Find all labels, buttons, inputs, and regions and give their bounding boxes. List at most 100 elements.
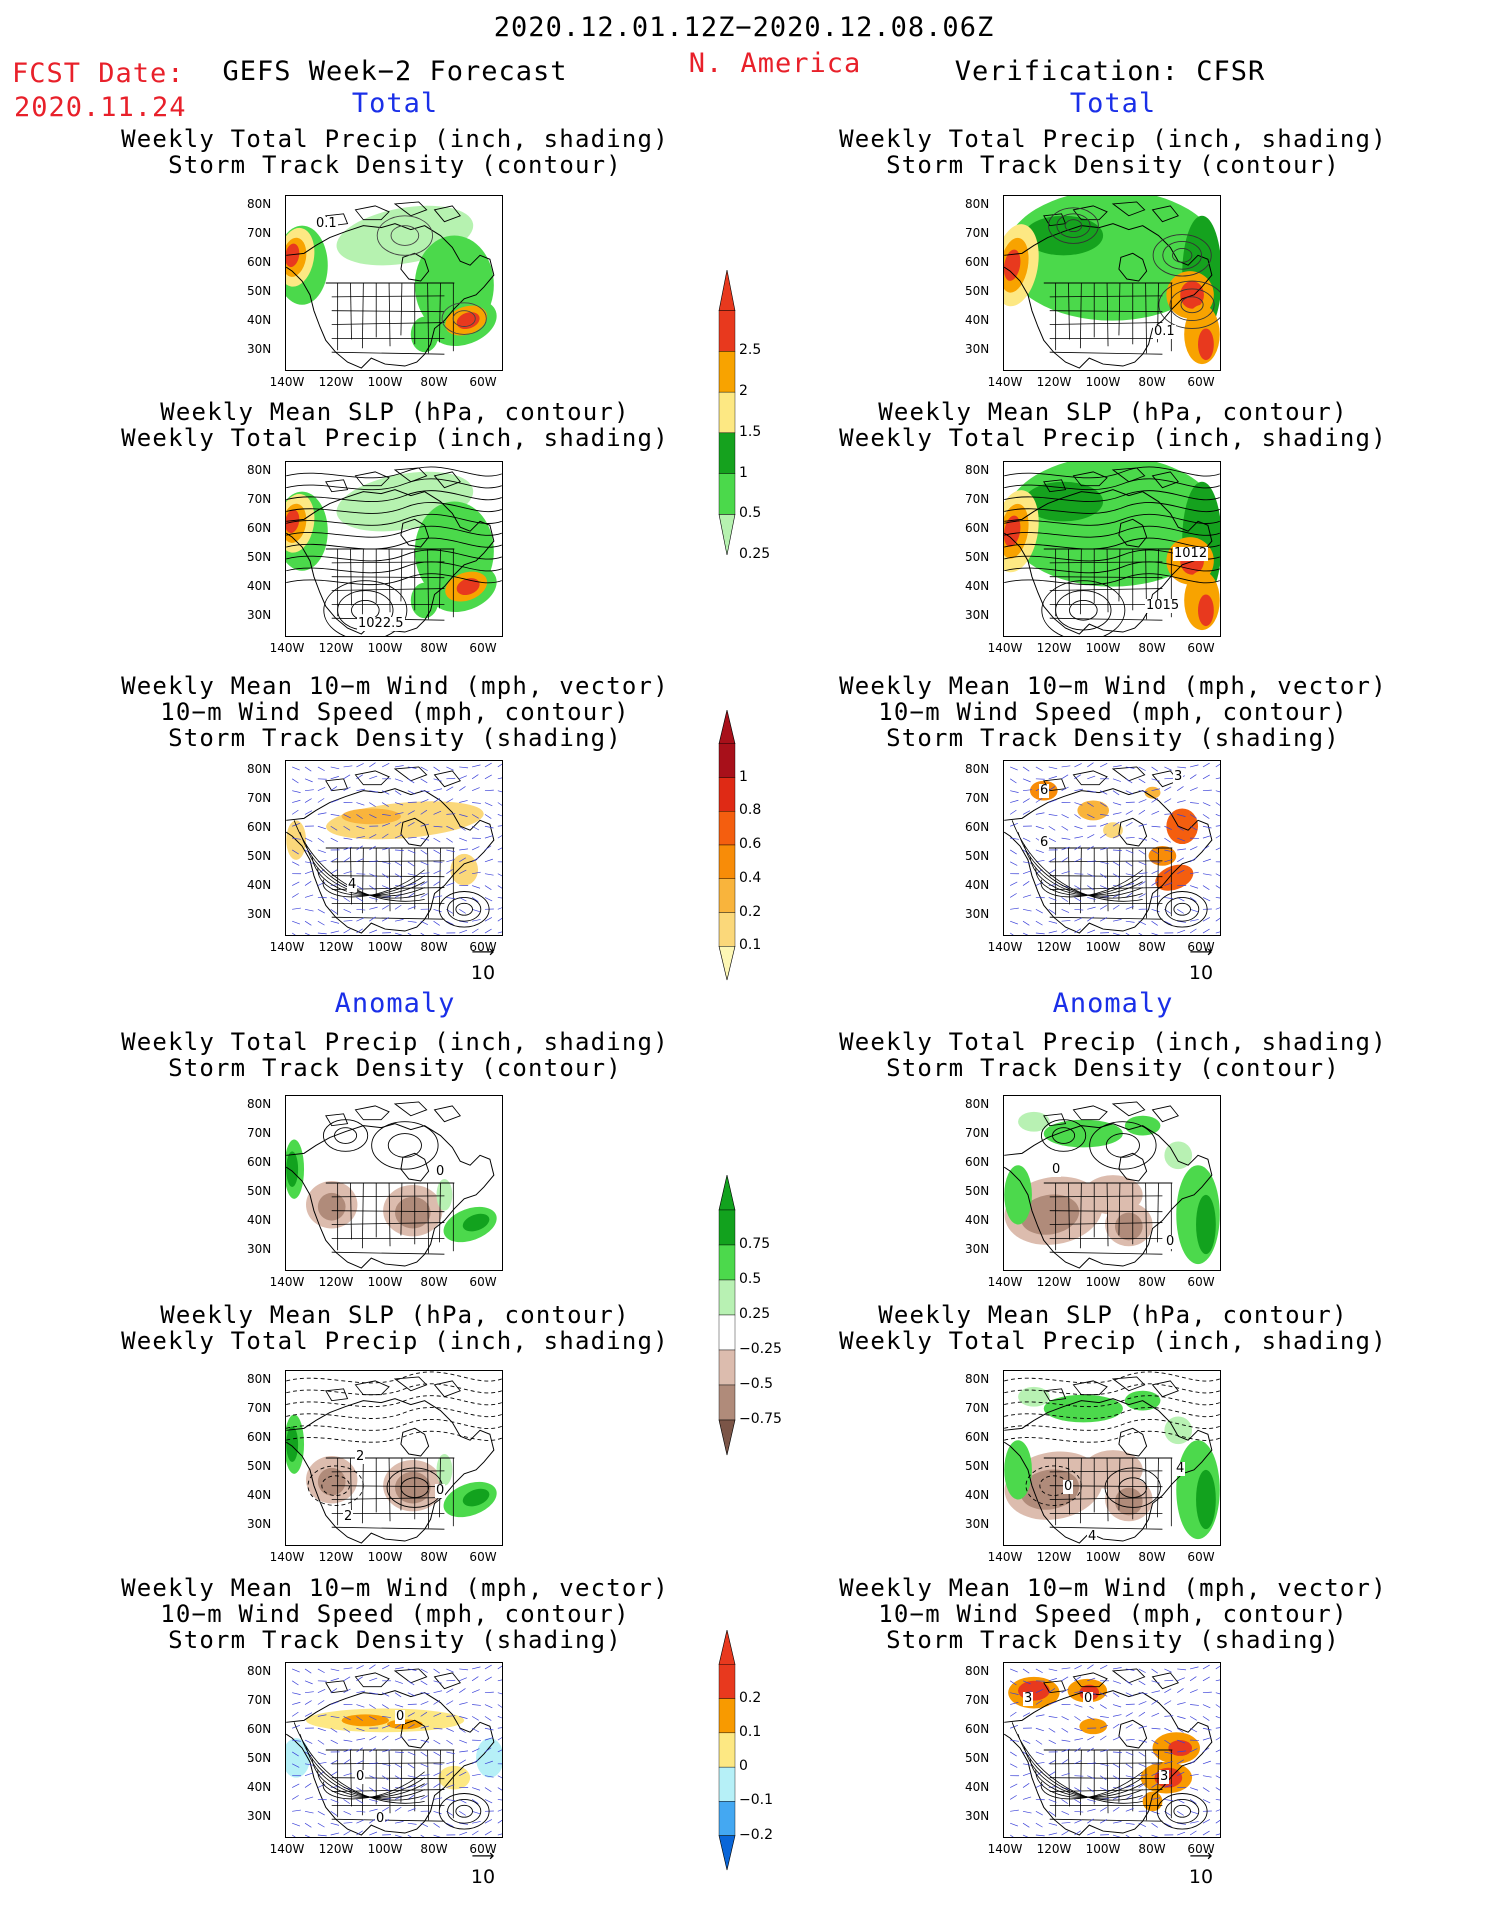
f-precip-lat-label: 70N: [247, 226, 272, 240]
colorbar-track_anom-label: 0.2: [739, 1689, 762, 1706]
fa-slp-lon-label: 140W: [269, 1550, 305, 1564]
f-precip-lon-label: 140W: [269, 375, 305, 389]
fa-slp-lat-label: 80N: [247, 1372, 272, 1386]
va-wind-contour-label: 3: [1159, 1769, 1170, 1784]
f-slp-title-line-1: Weekly Mean SLP (hPa, contour): [160, 398, 630, 426]
f-wind-title-line-3: Storm Track Density (shading): [168, 724, 622, 752]
v-wind-lon-label: 140W: [987, 940, 1023, 954]
va-wind-title-line-1: Weekly Mean 10−m Wind (mph, vector): [839, 1574, 1387, 1602]
v-precip-map: [1003, 195, 1221, 371]
va-wind-vector-ref: 10: [1188, 1866, 1214, 1888]
v-precip-lon-label: 80W: [1138, 375, 1166, 389]
left-anomaly-label: Anomaly: [334, 988, 456, 1019]
fa-wind-lat-label: 30N: [247, 1809, 272, 1823]
colorbar-track-label: 0.2: [739, 903, 762, 920]
f-slp-lat-label: 30N: [247, 608, 272, 622]
colorbar-track-label: 1: [739, 768, 748, 785]
fa-slp-map: [285, 1370, 503, 1546]
colorbar-precip_anom-label: 0.25: [739, 1306, 771, 1322]
v-precip-lat-label: 70N: [965, 226, 990, 240]
colorbar-track_anom-top-arrow: [718, 1630, 736, 1665]
fa-precip-lat-label: 40N: [247, 1213, 272, 1227]
v-wind-lon-label: 80W: [1138, 940, 1166, 954]
f-slp-lon-label: 100W: [367, 641, 403, 655]
v-wind-title-line-3: Storm Track Density (shading): [886, 724, 1340, 752]
va-wind-title-line-3: Storm Track Density (shading): [886, 1626, 1340, 1654]
va-precip-contour-label: 0: [1051, 1162, 1062, 1177]
colorbar-precip_anom-top-arrow: [718, 1175, 736, 1211]
fa-precip-lat-label: 60N: [247, 1155, 272, 1169]
v-wind-lat-label: 50N: [965, 849, 990, 863]
va-precip-title-line-2: Storm Track Density (contour): [886, 1054, 1340, 1082]
fa-wind-lat-label: 80N: [247, 1664, 272, 1678]
right-total-label: Total: [1069, 88, 1157, 119]
f-precip-map: [285, 195, 503, 371]
f-slp-map: [285, 461, 503, 637]
v-wind-lat-label: 60N: [965, 820, 990, 834]
va-wind-lon-label: 60W: [1187, 1842, 1215, 1856]
f-wind-contour-label: 4: [347, 877, 358, 892]
fa-wind-title-line-2: 10−m Wind Speed (mph, contour): [160, 1600, 630, 1628]
va-wind-vector-arrow-icon: ⟶: [1189, 1846, 1213, 1865]
v-precip-lat-label: 80N: [965, 197, 990, 211]
colorbar-precip-label: 0.25: [739, 546, 771, 562]
fa-precip-lon-label: 80W: [420, 1275, 448, 1289]
colorbar-precip_anom-label: 0.5: [739, 1271, 762, 1287]
fa-slp-contour-label: 2: [355, 1449, 366, 1464]
colorbar-precip-top-arrow: [718, 270, 736, 312]
fa-slp-lat-label: 50N: [247, 1459, 272, 1473]
f-precip-lat-label: 40N: [247, 313, 272, 327]
fa-wind-vector-arrow-icon: ⟶: [471, 1846, 495, 1865]
v-wind-lon-label: 60W: [1187, 940, 1215, 954]
v-wind-lon-label: 100W: [1085, 940, 1121, 954]
f-wind-lat-label: 70N: [247, 791, 272, 805]
v-precip-contour-label: 0.1: [1153, 324, 1176, 339]
v-precip-lat-label: 30N: [965, 342, 990, 356]
f-precip-lat-label: 50N: [247, 284, 272, 298]
region-title: N. America: [688, 48, 862, 79]
fcst-date-value: 2020.11.24: [14, 92, 187, 123]
f-slp-lat-label: 60N: [247, 521, 272, 535]
va-slp-lat-label: 50N: [965, 1459, 990, 1473]
f-precip-lon-label: 120W: [318, 375, 354, 389]
fa-precip-title-line-1: Weekly Total Precip (inch, shading): [121, 1028, 669, 1056]
va-wind-lon-label: 80W: [1138, 1842, 1166, 1856]
f-wind-lat-label: 30N: [247, 907, 272, 921]
fa-wind-map: [285, 1662, 503, 1838]
v-slp-title-line-2: Weekly Total Precip (inch, shading): [839, 424, 1387, 452]
va-wind-title-line-2: 10−m Wind Speed (mph, contour): [878, 1600, 1348, 1628]
colorbar-track_anom-label: 0: [739, 1758, 748, 1775]
colorbar-track_anom-label: −0.2: [739, 1826, 773, 1843]
v-slp-lon-label: 80W: [1138, 641, 1166, 655]
f-precip-title-line-1: Weekly Total Precip (inch, shading): [121, 125, 669, 153]
va-wind-lon-label: 120W: [1036, 1842, 1072, 1856]
forecast-title: GEFS Week−2 Forecast: [222, 56, 568, 87]
fa-precip-lat-label: 30N: [247, 1242, 272, 1256]
colorbar-track-label: 0.4: [739, 869, 762, 886]
fa-precip-lon-label: 100W: [367, 1275, 403, 1289]
colorbar-precip-label: 0.5: [739, 505, 762, 522]
f-wind-lat-label: 50N: [247, 849, 272, 863]
va-wind-lat-label: 70N: [965, 1693, 990, 1707]
v-precip-lon-label: 100W: [1085, 375, 1121, 389]
fa-wind-contour-label: 0: [375, 1811, 386, 1826]
colorbar-precip_anom-label: −0.25: [739, 1341, 782, 1357]
colorbar-track_anom: [718, 1630, 736, 1871]
v-wind-lat-label: 30N: [965, 907, 990, 921]
colorbar-track-label: 0.1: [739, 937, 762, 954]
va-slp-contour-label: 4: [1175, 1461, 1186, 1476]
verification-title: Verification: CFSR: [954, 56, 1266, 87]
v-slp-lon-label: 60W: [1187, 641, 1215, 655]
va-precip-contour-label: 0: [1165, 1234, 1176, 1249]
f-wind-lat-label: 40N: [247, 878, 272, 892]
fa-slp-title-line-2: Weekly Total Precip (inch, shading): [121, 1327, 669, 1355]
va-precip-lon-label: 80W: [1138, 1275, 1166, 1289]
v-precip-lon-label: 140W: [987, 375, 1023, 389]
fa-wind-contour-label: 0: [395, 1709, 406, 1724]
f-slp-lon-label: 140W: [269, 641, 305, 655]
v-precip-lon-label: 60W: [1187, 375, 1215, 389]
v-slp-title-line-1: Weekly Mean SLP (hPa, contour): [878, 398, 1348, 426]
va-slp-title-line-1: Weekly Mean SLP (hPa, contour): [878, 1301, 1348, 1329]
fa-slp-lat-label: 70N: [247, 1401, 272, 1415]
fa-precip-lat-label: 80N: [247, 1097, 272, 1111]
